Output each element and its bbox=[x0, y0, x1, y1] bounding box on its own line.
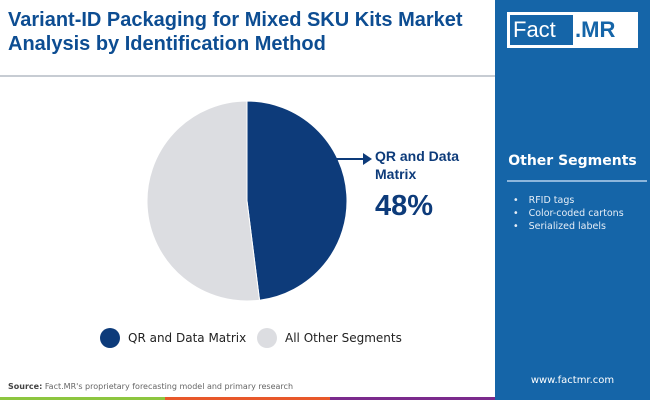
source-text: Fact.MR's proprietary forecasting model … bbox=[44, 382, 294, 391]
footer-strip bbox=[495, 397, 650, 400]
arrow-icon bbox=[335, 153, 372, 165]
divider bbox=[0, 75, 495, 77]
legend-swatch bbox=[100, 328, 120, 348]
list-item: Color-coded cartons bbox=[513, 207, 624, 220]
other-segments-list: RFID tags Color-coded cartons Serialized… bbox=[513, 194, 624, 233]
source-note: Source: Fact.MR's proprietary forecastin… bbox=[8, 382, 293, 391]
legend-label: QR and Data Matrix bbox=[128, 331, 247, 345]
website-link[interactable]: www.factmr.com bbox=[530, 375, 615, 386]
list-item: RFID tags bbox=[513, 194, 624, 207]
logo-part1: Fact bbox=[510, 15, 573, 45]
page-title: Variant-ID Packaging for Mixed SKU Kits … bbox=[8, 9, 463, 55]
footer-strip bbox=[0, 397, 165, 400]
side-panel: Fact.MR Other Segments RFID tags Color-c… bbox=[495, 0, 650, 397]
legend-swatch bbox=[257, 328, 277, 348]
pie-chart bbox=[146, 100, 348, 302]
callout-label: QR and Data Matrix bbox=[375, 148, 460, 182]
legend-item: All Other Segments bbox=[257, 328, 402, 348]
footer-strip bbox=[165, 397, 330, 400]
factmr-logo: Fact .MR bbox=[507, 12, 638, 48]
footer-strip bbox=[330, 397, 495, 400]
callout-value: 48% bbox=[375, 190, 434, 222]
list-item: Serialized labels bbox=[513, 220, 624, 233]
legend-item: QR and Data Matrix bbox=[100, 328, 246, 348]
pie-slice bbox=[246, 100, 348, 301]
pie-slice bbox=[146, 100, 261, 302]
logo-part2: .MR bbox=[575, 17, 616, 42]
legend-label: All Other Segments bbox=[285, 331, 402, 345]
source-label: Source: bbox=[8, 382, 43, 391]
other-segments-heading: Other Segments bbox=[508, 153, 637, 169]
divider bbox=[507, 180, 647, 182]
